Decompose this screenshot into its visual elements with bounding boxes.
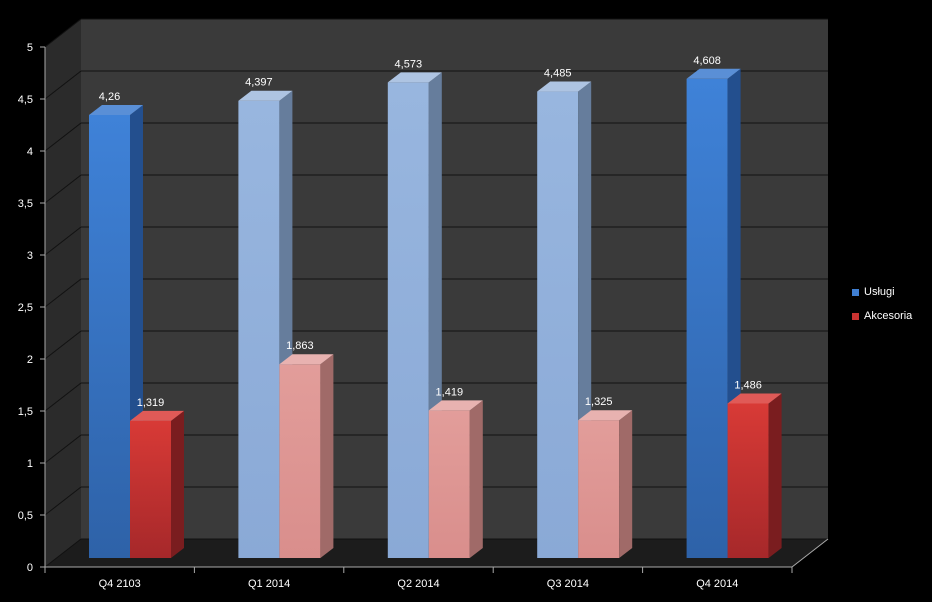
data-label: 4,608	[693, 55, 721, 67]
bar-top	[537, 81, 592, 92]
bar	[130, 410, 184, 558]
bar-top	[279, 354, 334, 365]
bar-front	[727, 403, 769, 558]
legend-label-uslugi: Usługi	[864, 286, 895, 298]
data-label: 4,397	[245, 77, 273, 89]
bar-top	[387, 72, 442, 83]
y-tick-label: 0	[27, 562, 33, 574]
bar-side	[320, 354, 334, 558]
grid-line-diagonal	[44, 122, 82, 152]
y-tick-label: 1,5	[18, 406, 33, 418]
bar-top	[428, 400, 483, 411]
y-tick-label: 5	[27, 42, 33, 54]
bars: 4,26 1,319 4,397 1,863 4,573 1,419 4,485 1,325 4…	[89, 55, 782, 559]
data-label: 1,863	[286, 340, 314, 352]
bar-side	[768, 393, 782, 558]
bar	[727, 393, 782, 558]
floor-edge	[791, 538, 829, 568]
bar	[428, 400, 483, 558]
grid-line-diagonal	[44, 18, 82, 48]
bar-front	[428, 410, 470, 558]
bar-front	[89, 114, 130, 559]
y-tick-label: 2	[27, 354, 33, 366]
grid-line-diagonal	[44, 538, 82, 568]
bar-top	[578, 410, 633, 421]
legend-label-akcesoria: Akcesoria	[864, 310, 913, 322]
bar-front	[537, 91, 579, 558]
legend-item-uslugi: Usługi	[852, 280, 912, 304]
data-label: 4,573	[395, 58, 423, 70]
data-label: 4,485	[544, 68, 572, 80]
bar-top	[238, 90, 293, 101]
bar-front	[130, 420, 171, 558]
bar-front	[279, 364, 321, 558]
y-axis: 0 0,5 1 1,5 2 2,5 3 3,5 4 4,5 5	[18, 42, 46, 574]
data-label: 1,319	[137, 397, 165, 409]
bar-front	[387, 82, 429, 559]
y-tick-label: 0,5	[18, 510, 33, 522]
bar-top	[686, 68, 741, 79]
bar-side	[469, 400, 483, 558]
bar-side	[171, 410, 184, 558]
grid-line-diagonal	[44, 486, 82, 516]
y-tick-label: 2,5	[18, 302, 33, 314]
x-tick-label: Q1 2014	[248, 578, 290, 590]
bar-top	[89, 104, 143, 115]
legend-swatch-uslugi	[852, 288, 859, 296]
grid-line-diagonal	[44, 278, 82, 308]
bar-top	[727, 393, 782, 404]
x-tick-label: Q4 2014	[696, 578, 738, 590]
y-tick-label: 3,5	[18, 198, 33, 210]
grid-line-diagonal	[44, 330, 82, 360]
legend-swatch-akcesoria	[852, 312, 859, 320]
bar	[387, 72, 442, 559]
grid-line-diagonal	[44, 70, 82, 100]
legend-item-akcesoria: Akcesoria	[852, 304, 912, 328]
y-tick-label: 3	[27, 250, 33, 262]
data-label: 4,26	[99, 91, 120, 103]
bar-side	[619, 410, 633, 558]
bar-front	[238, 100, 280, 558]
bar	[578, 410, 633, 558]
bar-front	[578, 420, 620, 558]
grid-line-diagonal	[44, 226, 82, 256]
bar-front	[686, 78, 728, 558]
grid-line-diagonal	[44, 174, 82, 204]
data-label: 1,486	[734, 379, 762, 391]
bar	[89, 104, 143, 559]
data-label: 1,419	[436, 386, 464, 398]
bar	[279, 354, 334, 558]
x-tick-label: Q3 2014	[547, 578, 589, 590]
y-tick-label: 4,5	[18, 94, 33, 106]
y-tick-label: 4	[27, 146, 33, 158]
data-label: 1,325	[585, 396, 613, 408]
legend: Usługi Akcesoria	[852, 280, 912, 328]
x-tick-label: Q2 2014	[397, 578, 439, 590]
y-tick-label: 1	[27, 458, 33, 470]
grid-line-diagonal	[44, 382, 82, 412]
x-tick-label: Q4 2103	[99, 578, 141, 590]
grid-line-diagonal	[44, 434, 82, 464]
x-axis: Q4 2103 Q1 2014 Q2 2014 Q3 2014 Q4 2014	[44, 538, 829, 590]
bar-top	[130, 410, 184, 421]
